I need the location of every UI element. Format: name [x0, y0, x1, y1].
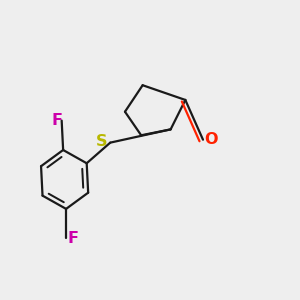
Text: O: O — [205, 132, 218, 147]
Text: F: F — [52, 113, 63, 128]
Text: F: F — [68, 231, 79, 246]
Text: S: S — [96, 134, 108, 149]
